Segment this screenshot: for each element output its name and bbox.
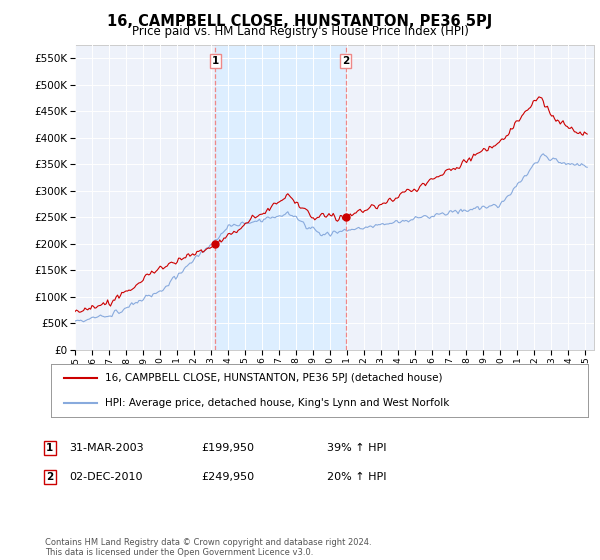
Text: 02-DEC-2010: 02-DEC-2010 [69, 472, 143, 482]
Text: 31-MAR-2003: 31-MAR-2003 [69, 443, 143, 453]
Text: 2: 2 [342, 56, 349, 66]
Text: 1: 1 [46, 443, 53, 453]
Text: 20% ↑ HPI: 20% ↑ HPI [327, 472, 386, 482]
Text: 16, CAMPBELL CLOSE, HUNSTANTON, PE36 5PJ: 16, CAMPBELL CLOSE, HUNSTANTON, PE36 5PJ [107, 14, 493, 29]
Bar [215, 45, 346, 350]
Text: 2: 2 [46, 472, 53, 482]
Text: 1: 1 [212, 56, 219, 66]
Text: £199,950: £199,950 [201, 443, 254, 453]
Text: Contains HM Land Registry data © Crown copyright and database right 2024.
This d: Contains HM Land Registry data © Crown c… [45, 538, 371, 557]
Text: 39% ↑ HPI: 39% ↑ HPI [327, 443, 386, 453]
Text: HPI: Average price, detached house, King's Lynn and West Norfolk: HPI: Average price, detached house, King… [105, 398, 449, 408]
Text: £249,950: £249,950 [201, 472, 254, 482]
Text: 16, CAMPBELL CLOSE, HUNSTANTON, PE36 5PJ (detached house): 16, CAMPBELL CLOSE, HUNSTANTON, PE36 5PJ… [105, 374, 442, 384]
Text: Price paid vs. HM Land Registry's House Price Index (HPI): Price paid vs. HM Land Registry's House … [131, 25, 469, 38]
